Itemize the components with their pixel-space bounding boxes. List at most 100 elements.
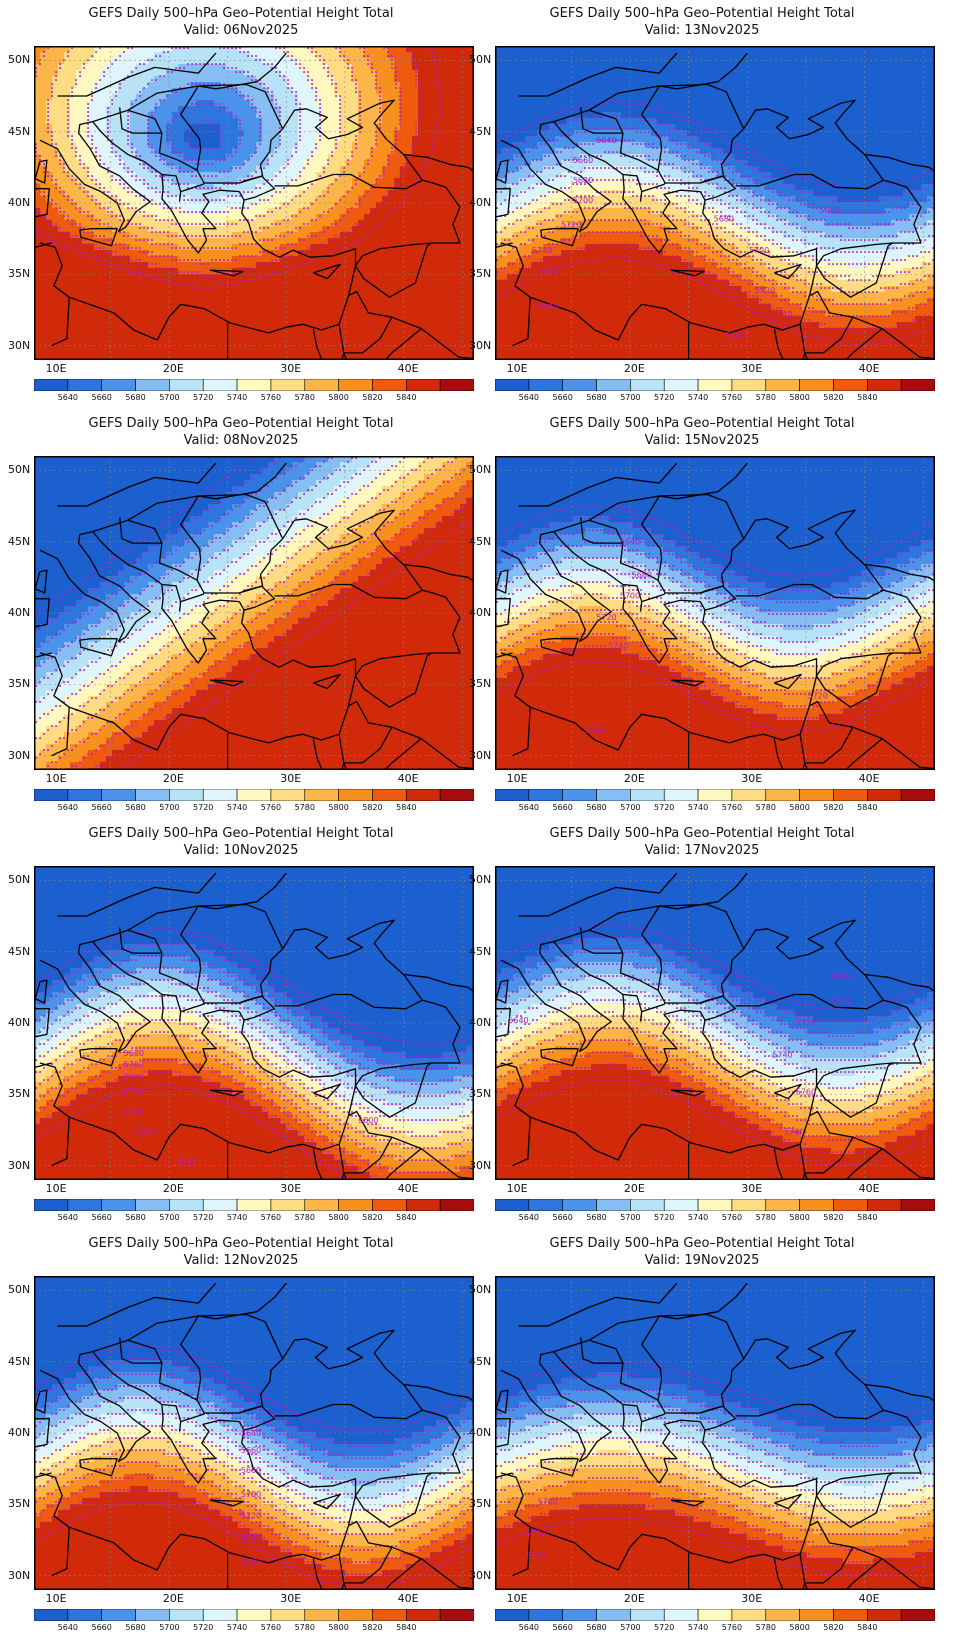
field-cell: [244, 286, 251, 293]
field-cell: [244, 190, 251, 197]
field-cell: [178, 94, 185, 101]
field-cell: [412, 118, 419, 125]
field-cell: [436, 292, 443, 299]
field-cell: [178, 106, 185, 113]
field-cell: [142, 220, 149, 227]
field-cell: [100, 148, 107, 155]
field-cell: [394, 262, 401, 269]
field-cell: [346, 118, 353, 125]
field-cell: [460, 178, 467, 185]
field-cell: [208, 304, 215, 311]
field-cell: [220, 178, 227, 185]
field-cell: [418, 208, 425, 215]
contour-segment: [235, 183, 237, 185]
field-cell: [94, 184, 101, 191]
field-cell: [352, 268, 359, 275]
contour-segment: [231, 167, 233, 169]
field-cell: [358, 82, 365, 89]
contour-segment: [303, 67, 305, 69]
field-cell: [46, 46, 53, 53]
contour-segment: [375, 139, 377, 141]
field-cell: [94, 112, 101, 119]
field-cell: [166, 232, 173, 239]
field-cell: [322, 142, 329, 149]
field-cell: [202, 136, 209, 143]
field-cell: [274, 160, 281, 167]
field-cell: [226, 46, 233, 53]
field-cell: [268, 106, 275, 113]
contour-segment: [191, 127, 193, 129]
field-cell: [250, 136, 257, 143]
field-cell: [58, 130, 65, 137]
field-cell: [118, 214, 125, 221]
field-cell: [214, 142, 221, 149]
contour-segment: [207, 235, 209, 237]
field-cell: [250, 214, 257, 221]
contour-segment: [251, 191, 253, 193]
contour-segment: [367, 63, 369, 65]
field-cell: [34, 226, 41, 233]
field-cell: [352, 184, 359, 191]
field-cell: [184, 286, 191, 293]
field-cell: [322, 310, 329, 317]
contour-segment: [211, 147, 213, 149]
field-cell: [196, 280, 203, 287]
field-cell: [394, 112, 401, 119]
field-cell: [448, 82, 455, 89]
field-cell: [448, 124, 455, 131]
field-cell: [328, 268, 335, 275]
field-cell: [238, 64, 245, 71]
field-cell: [250, 82, 257, 89]
contour-segment: [135, 223, 137, 225]
field-cell: [262, 250, 269, 257]
field-cell: [40, 220, 47, 227]
field-cell: [64, 202, 71, 209]
field-cell: [310, 58, 317, 65]
field-cell: [232, 226, 239, 233]
contour-segment: [375, 83, 377, 85]
field-cell: [250, 196, 257, 203]
field-cell: [208, 268, 215, 275]
field-cell: [430, 190, 437, 197]
field-cell: [364, 196, 371, 203]
contour-segment: [327, 191, 329, 193]
field-cell: [322, 76, 329, 83]
field-cell: [370, 76, 377, 83]
field-cell: [220, 238, 227, 245]
field-cell: [406, 334, 413, 341]
field-cell: [436, 298, 443, 305]
contour-segment: [87, 111, 89, 113]
field-cell: [178, 202, 185, 209]
contour-segment: [335, 147, 337, 149]
field-cell: [448, 178, 455, 185]
field-cell: [442, 304, 449, 311]
field-cell: [382, 244, 389, 251]
field-cell: [154, 214, 161, 221]
contour-segment: [83, 211, 85, 213]
contour-segment: [171, 143, 173, 145]
field-cell: [370, 268, 377, 275]
lat-tick-label: 50N: [8, 53, 32, 66]
contour-segment: [171, 147, 173, 149]
contour-segment: [379, 107, 381, 109]
field-cell: [436, 286, 443, 293]
field-cell: [196, 142, 203, 149]
contour-segment: [179, 111, 181, 113]
field-cell: [64, 280, 71, 287]
field-cell: [166, 346, 173, 353]
field-cell: [244, 88, 251, 95]
field-cell: [34, 214, 41, 221]
contour-segment: [183, 223, 185, 225]
field-cell: [40, 298, 47, 305]
field-cell: [346, 250, 353, 257]
contour-segment: [303, 207, 305, 209]
contour-segment: [331, 79, 333, 81]
field-cell: [166, 244, 173, 251]
field-cell: [340, 268, 347, 275]
contour-segment: [339, 99, 341, 101]
contour-segment: [135, 207, 137, 209]
field-cell: [298, 184, 305, 191]
field-cell: [34, 322, 41, 329]
contour-segment: [331, 207, 333, 209]
contour-segment: [167, 243, 169, 245]
